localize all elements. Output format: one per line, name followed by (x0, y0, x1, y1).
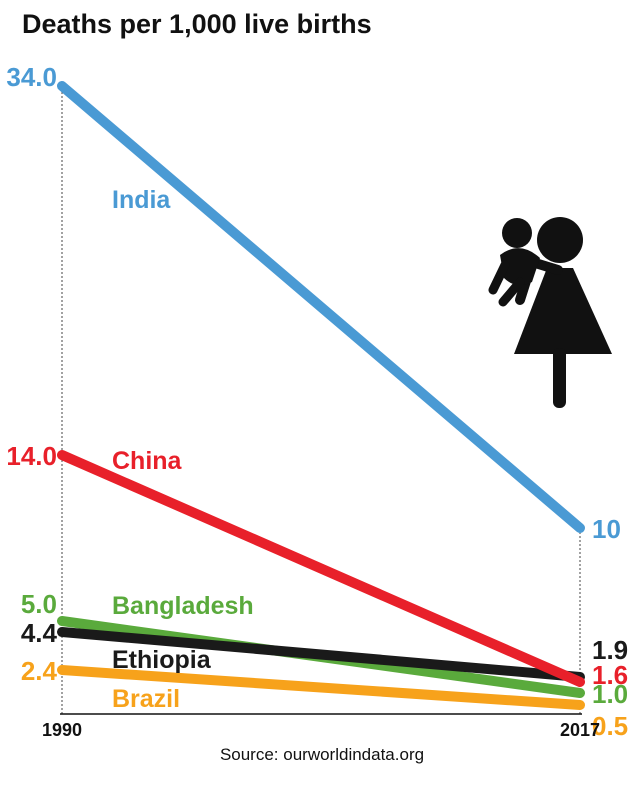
series-name-india: India (112, 186, 171, 214)
start-value-label-brazil: 2.4 (21, 656, 58, 686)
series-line-india (57, 81, 585, 533)
series-line-china (57, 450, 585, 687)
series-name-brazil: Brazil (112, 685, 180, 713)
mother-and-child-icon (488, 217, 612, 408)
start-value-label-china: 14.0 (6, 441, 57, 471)
series-line-brazil (57, 665, 585, 710)
start-value-label-india: 34.0 (6, 62, 57, 92)
end-value-label-ethiopia: 1.9 (592, 635, 628, 665)
start-value-label-bangladesh: 5.0 (21, 589, 57, 619)
end-value-label-brazil: 0.5 (592, 711, 628, 741)
series-line-ethiopia (57, 627, 585, 682)
end-value-label-india: 10 (592, 514, 621, 544)
tick-label-2017: 2017 (560, 720, 600, 740)
series-name-china: China (112, 447, 183, 475)
chart-title: Deaths per 1,000 live births (22, 9, 372, 39)
series-name-bangladesh: Bangladesh (112, 592, 254, 620)
end-value-label-bangladesh: 1.0 (592, 679, 628, 709)
series-name-ethiopia: Ethiopia (112, 646, 212, 674)
end-value-label-china: 1.6 (592, 660, 628, 690)
tick-label-1990: 1990 (42, 720, 82, 740)
source-note: Source: ourworldindata.org (220, 745, 424, 764)
start-value-label-ethiopia: 4.4 (21, 618, 58, 648)
